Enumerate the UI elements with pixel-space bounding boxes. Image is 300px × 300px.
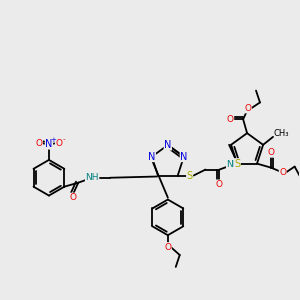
Text: +: +: [50, 137, 56, 143]
Text: N: N: [45, 139, 52, 149]
Text: N: N: [164, 140, 172, 150]
Text: N: N: [180, 152, 188, 162]
Text: S: S: [187, 170, 193, 181]
Text: O: O: [267, 148, 274, 157]
Text: O: O: [70, 193, 77, 202]
Text: O: O: [227, 115, 234, 124]
Text: CH₃: CH₃: [273, 129, 289, 138]
Text: O: O: [56, 139, 62, 148]
Text: -: -: [63, 136, 65, 142]
Text: O: O: [244, 104, 252, 113]
Text: S: S: [234, 159, 240, 169]
Text: O: O: [279, 168, 286, 177]
Text: N: N: [148, 152, 155, 162]
Text: O: O: [35, 139, 43, 148]
Text: O: O: [216, 180, 223, 189]
Text: O: O: [164, 243, 171, 252]
Text: NH: NH: [85, 173, 99, 182]
Text: NH: NH: [226, 160, 240, 169]
